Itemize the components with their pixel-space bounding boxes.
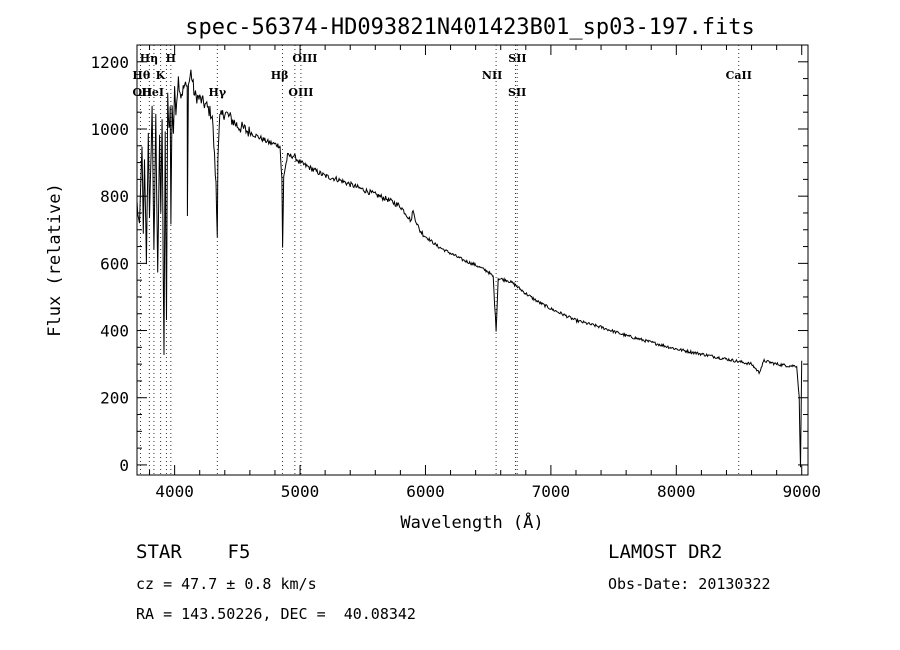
y-tick-label: 0 [119, 456, 129, 475]
x-tick-label: 9000 [782, 482, 821, 501]
y-tick-label: 800 [100, 187, 129, 206]
x-axis-label: Wavelength (Å) [400, 511, 543, 533]
y-tick-label: 400 [100, 322, 129, 341]
line-label: OIII [288, 86, 313, 99]
spectrum-line [136, 69, 803, 468]
plot-area: 4000 5000 6000 7000 8000 9000 0 200 400 600 800 100… [90, 44, 821, 501]
y-tick-label: 1000 [90, 120, 129, 139]
line-label: CaII [726, 69, 752, 82]
line-label: SII [508, 86, 526, 99]
x-tick-label: 4000 [155, 482, 194, 501]
y-axis-label: Flux (relative) [45, 183, 65, 337]
y-tick-label: 200 [100, 389, 129, 408]
y-tick-label: 600 [100, 254, 129, 273]
line-label: NII [482, 69, 502, 82]
coordinates: RA = 143.50226, DEC = 40.08342 [136, 605, 416, 623]
line-label: Hγ [208, 86, 226, 99]
redshift-velocity: cz = 47.7 ± 0.8 km/s [136, 575, 317, 593]
x-tick-label: 7000 [532, 482, 571, 501]
observation-date: Obs-Date: 20130322 [608, 575, 771, 593]
line-label: H [166, 52, 176, 65]
line-label: SII [508, 52, 526, 65]
x-tick-label: 5000 [281, 482, 320, 501]
line-label: K [156, 69, 166, 82]
x-tick-label: 6000 [406, 482, 445, 501]
line-label: HeI [141, 86, 164, 99]
plot-frame [136, 44, 809, 476]
chart-title: spec-56374-HD093821N401423B01_sp03-197.f… [185, 15, 755, 40]
spectral-class: STAR F5 [136, 541, 251, 563]
y-tick-label: 1200 [90, 53, 129, 72]
line-label: Hθ [132, 69, 150, 82]
line-label: OIII [292, 52, 317, 65]
line-label: OII [132, 86, 152, 99]
line-label: Hη [140, 52, 158, 65]
survey-name: LAMOST DR2 [608, 541, 723, 563]
line-label: Hβ [271, 69, 289, 82]
x-tick-label: 8000 [657, 482, 696, 501]
